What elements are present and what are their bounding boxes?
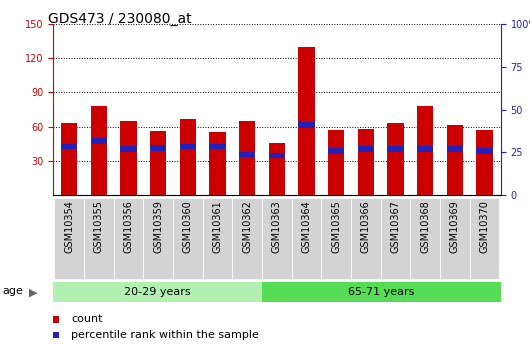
FancyBboxPatch shape [410,198,440,279]
Text: GSM10363: GSM10363 [272,200,282,253]
Bar [209,132,226,195]
Text: GSM10370: GSM10370 [480,200,490,253]
Text: GSM10362: GSM10362 [242,200,252,253]
Bar [150,131,166,195]
Bar [180,144,196,149]
Text: GSM10360: GSM10360 [183,200,193,253]
Bar [239,152,255,157]
FancyBboxPatch shape [470,198,499,279]
FancyBboxPatch shape [84,198,114,279]
FancyBboxPatch shape [381,198,410,279]
Bar [61,144,77,149]
Bar [417,146,434,152]
Text: GSM10359: GSM10359 [153,200,163,253]
Text: GSM10367: GSM10367 [391,200,401,253]
Text: GSM10364: GSM10364 [302,200,312,253]
Bar [358,129,374,195]
Bar [476,148,493,154]
Bar [387,123,404,195]
Bar [91,138,107,144]
Text: 65-71 years: 65-71 years [348,287,414,297]
Text: 20-29 years: 20-29 years [124,287,191,297]
FancyBboxPatch shape [114,198,144,279]
Text: GSM10354: GSM10354 [64,200,74,253]
Bar [91,106,107,195]
Bar [209,144,226,149]
Bar [387,146,404,152]
Bar [298,47,315,195]
FancyBboxPatch shape [321,198,351,279]
Bar [120,146,137,152]
Bar [150,145,166,150]
Text: GSM10365: GSM10365 [331,200,341,253]
Text: GSM10361: GSM10361 [213,200,223,253]
Bar [269,142,285,195]
Bar [328,148,344,154]
FancyBboxPatch shape [440,198,470,279]
Text: GSM10366: GSM10366 [361,200,371,253]
Bar [120,121,137,195]
Text: GDS473 / 230080_at: GDS473 / 230080_at [48,12,191,26]
Text: GSM10368: GSM10368 [420,200,430,253]
FancyBboxPatch shape [55,198,84,279]
Bar [262,282,501,302]
Bar [61,123,77,195]
FancyBboxPatch shape [233,198,262,279]
Text: count: count [71,314,102,324]
Text: age: age [3,286,23,296]
Text: percentile rank within the sample: percentile rank within the sample [71,330,259,340]
Bar [358,146,374,152]
Text: ▶: ▶ [29,288,38,298]
Bar [180,119,196,195]
Bar [476,130,493,195]
Text: GSM10356: GSM10356 [123,200,134,253]
Bar [298,122,315,128]
Bar [239,121,255,195]
FancyBboxPatch shape [262,198,292,279]
Bar [447,126,463,195]
FancyBboxPatch shape [173,198,203,279]
Bar [417,106,434,195]
FancyBboxPatch shape [292,198,321,279]
Bar [53,282,262,302]
FancyBboxPatch shape [144,198,173,279]
FancyBboxPatch shape [351,198,381,279]
Text: GSM10369: GSM10369 [450,200,460,253]
Bar [269,153,285,158]
Text: GSM10355: GSM10355 [94,200,104,253]
Bar [447,146,463,152]
Bar [328,130,344,195]
FancyBboxPatch shape [203,198,233,279]
